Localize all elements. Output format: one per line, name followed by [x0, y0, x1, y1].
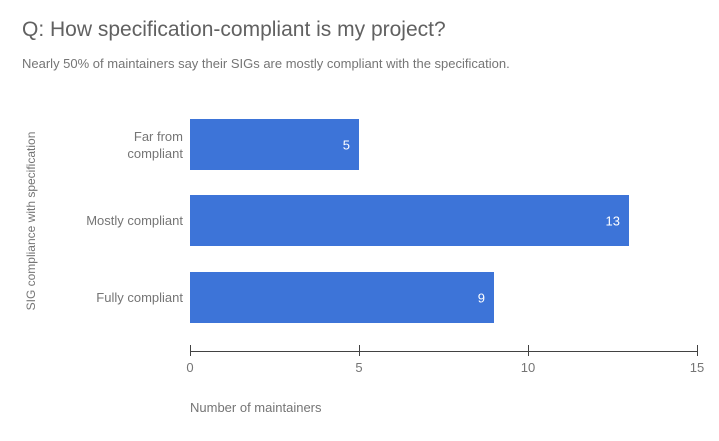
bar-value-label: 5: [342, 137, 350, 152]
x-axis-tick: [359, 345, 360, 356]
x-axis-tick-label: 5: [355, 360, 363, 375]
bar: 5: [190, 119, 359, 170]
bar: 9: [190, 272, 494, 323]
x-axis-tick: [697, 345, 698, 356]
x-axis-tick: [528, 345, 529, 356]
x-axis-tick-label: 15: [689, 360, 705, 375]
x-axis-tick-label: 10: [520, 360, 536, 375]
chart-title: Q: How specification-compliant is my pro…: [22, 18, 446, 41]
chart-subtitle: Nearly 50% of maintainers say their SIGs…: [22, 56, 510, 71]
bar-value-label: 9: [477, 290, 485, 305]
x-axis-line: [190, 351, 697, 352]
x-axis-title: Number of maintainers: [190, 400, 322, 415]
x-axis-tick: [190, 345, 191, 356]
bar-value-label: 13: [605, 213, 620, 228]
category-label: Fully compliant: [96, 290, 183, 305]
bar: 13: [190, 195, 629, 246]
x-axis-tick-label: 0: [186, 360, 194, 375]
category-label: Mostly compliant: [86, 213, 183, 228]
category-label: Far from compliant: [127, 128, 183, 161]
